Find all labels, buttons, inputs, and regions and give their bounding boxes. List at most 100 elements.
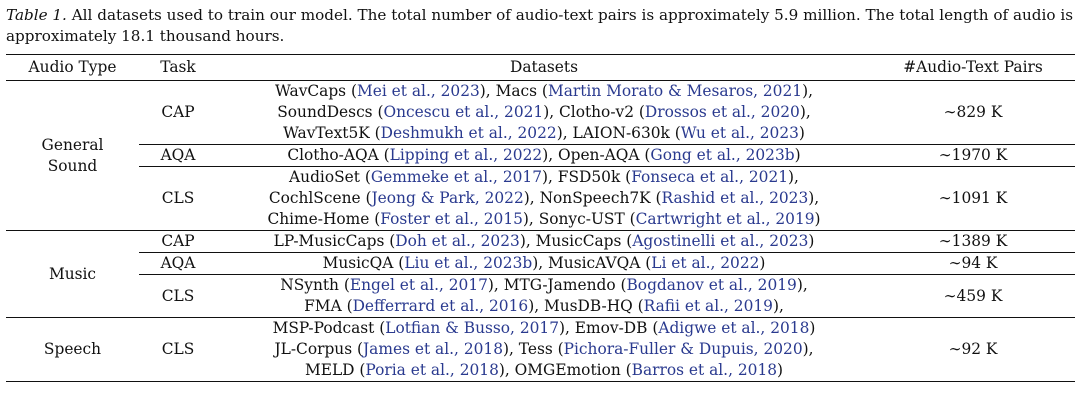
citation-link[interactable]: Martin Morato & Mesaros, 2021 <box>547 82 803 100</box>
dataset-text: ), MusDB-HQ ( <box>528 297 644 315</box>
dataset-line: SoundDescs (Oncescu et al., 2021), Cloth… <box>221 102 867 123</box>
dataset-text: ), OMGEmotion ( <box>498 361 632 379</box>
table-row: AQA MusicQA (Liu et al., 2023b), MusicAVQ… <box>6 252 1075 275</box>
dataset-text: ), MusicCaps ( <box>519 232 633 250</box>
pairs-cell: ∼459 K <box>871 274 1075 318</box>
dataset-text: SoundDescs ( <box>277 103 384 121</box>
datasets-cell: NSynth (Engel et al., 2017), MTG-Jamendo… <box>217 274 871 318</box>
citation-link[interactable]: Cartwright et al., 2019 <box>635 210 815 228</box>
dataset-text: JL-Corpus ( <box>274 340 364 358</box>
citation-link[interactable]: Jeong & Park, 2022 <box>371 189 524 207</box>
dataset-text: NSynth ( <box>280 276 350 294</box>
dataset-text: CochlScene ( <box>268 189 372 207</box>
datasets-cell: MSP-Podcast (Lotfian & Busso, 2017), Emo… <box>217 317 871 382</box>
dataset-line: NSynth (Engel et al., 2017), MTG-Jamendo… <box>221 275 867 296</box>
citation-link[interactable]: Lipping et al., 2022 <box>389 146 543 164</box>
citation-link[interactable]: Oncescu et al., 2021 <box>383 103 544 121</box>
datasets-cell: MusicQA (Liu et al., 2023b), MusicAVQA (… <box>217 252 871 275</box>
dataset-line: FMA (Defferrard et al., 2016), MusDB-HQ … <box>221 296 867 317</box>
datasets-cell: WavCaps (Mei et al., 2023), Macs (Martin… <box>217 81 871 145</box>
dataset-text: ), Emov-DB ( <box>559 319 659 337</box>
table-row: CLS NSynth (Engel et al., 2017), MTG-Jame… <box>6 274 1075 318</box>
dataset-line: LP-MusicCaps (Doh et al., 2023), MusicCa… <box>221 231 867 252</box>
dataset-text: MusicQA ( <box>322 254 405 272</box>
dataset-text: ), <box>799 103 811 121</box>
task-cell: CAP <box>161 103 195 121</box>
citation-link[interactable]: Defferrard et al., 2016 <box>352 297 529 315</box>
citation-link[interactable]: Poria et al., 2018 <box>365 361 499 379</box>
citation-link[interactable]: Wu et al., 2023 <box>680 124 799 142</box>
dataset-text: ), <box>796 276 808 294</box>
dataset-text: ), MusicAVQA ( <box>532 254 652 272</box>
table-caption: Table 1. All datasets used to train our … <box>6 5 1076 47</box>
dataset-text: WavText5K ( <box>283 124 381 142</box>
audio-type-cell: General Sound <box>41 135 104 175</box>
audio-type-cell: Music <box>48 264 97 283</box>
task-cell: CLS <box>139 274 217 318</box>
citation-link[interactable]: Fonseca et al., 2021 <box>631 168 789 186</box>
dataset-line: MELD (Poria et al., 2018), OMGEmotion (B… <box>221 360 867 381</box>
dataset-text: ) <box>798 124 805 142</box>
dataset-line: JL-Corpus (James et al., 2018), Tess (Pi… <box>221 339 867 360</box>
header-audio-type: Audio Type <box>28 58 117 76</box>
table-row: Music CAP LP-MusicCaps (Doh et al., 2023),… <box>6 230 1075 283</box>
task-cell: AQA <box>139 144 217 167</box>
dataset-text: Chime-Home ( <box>267 210 381 228</box>
citation-link[interactable]: Deshmukh et al., 2022 <box>380 124 557 142</box>
header-datasets: Datasets <box>510 58 578 76</box>
citation-link[interactable]: Rashid et al., 2023 <box>661 189 809 207</box>
dataset-line: Chime-Home (Foster et al., 2015), Sonyc-… <box>221 209 867 230</box>
dataset-text: ) <box>814 210 821 228</box>
citation-link[interactable]: Lotfian & Busso, 2017 <box>385 319 559 337</box>
citation-link[interactable]: Drossos et al., 2020 <box>644 103 800 121</box>
dataset-text: ) <box>777 361 784 379</box>
datasets-cell: AudioSet (Gemmeke et al., 2017), FSD50k … <box>217 166 871 231</box>
pairs-cell: ∼1389 K <box>938 232 1008 250</box>
dataset-text: ), <box>808 189 820 207</box>
citation-link[interactable]: Liu et al., 2023b <box>404 254 533 272</box>
dataset-text: WavCaps ( <box>275 82 357 100</box>
dataset-text: FMA ( <box>304 297 353 315</box>
datasets-table: Audio Type Task Datasets #Audio-Text Pai… <box>6 54 1075 382</box>
dataset-text: ), <box>772 297 784 315</box>
citation-link[interactable]: Bogdanov et al., 2019 <box>626 276 797 294</box>
dataset-text: MELD ( <box>304 361 366 379</box>
dataset-text: LP-MusicCaps ( <box>273 232 396 250</box>
citation-link[interactable]: Barros et al., 2018 <box>631 361 778 379</box>
dataset-text: ), MTG-Jamendo ( <box>487 276 627 294</box>
citation-link[interactable]: Engel et al., 2017 <box>349 276 488 294</box>
dataset-line: CochlScene (Jeong & Park, 2022), NonSpee… <box>221 188 867 209</box>
dataset-text: ), LAION-630k ( <box>556 124 681 142</box>
citation-link[interactable]: Gemmeke et al., 2017 <box>370 168 543 186</box>
task-cell: CLS <box>139 166 217 231</box>
table-body: General Sound CAP WavCaps (Mei et al., 202… <box>6 81 1075 382</box>
dataset-text: ) <box>759 254 766 272</box>
pairs-cell: ∼829 K <box>943 103 1003 121</box>
citation-link[interactable]: Li et al., 2022 <box>651 254 760 272</box>
citation-link[interactable]: Mei et al., 2023 <box>356 82 480 100</box>
datasets-cell: LP-MusicCaps (Doh et al., 2023), MusicCa… <box>217 231 871 253</box>
dataset-text: ), Clotho-v2 ( <box>543 103 645 121</box>
dataset-text: ), FSD50k ( <box>542 168 632 186</box>
citation-link[interactable]: Doh et al., 2023 <box>395 232 520 250</box>
citation-link[interactable]: Rafii et al., 2019 <box>643 297 773 315</box>
citation-link[interactable]: Agostinelli et al., 2023 <box>632 232 809 250</box>
citation-link[interactable]: Adigwe et al., 2018 <box>658 319 810 337</box>
dataset-text: ), Tess ( <box>502 340 564 358</box>
dataset-text: ), NonSpeech7K ( <box>523 189 662 207</box>
citation-link[interactable]: Pichora-Fuller & Dupuis, 2020 <box>563 340 803 358</box>
dataset-text: ) <box>794 146 801 164</box>
table-row: AQA Clotho-AQA (Lipping et al., 2022), Op… <box>6 144 1075 167</box>
dataset-text: ), <box>802 82 813 100</box>
citation-link[interactable]: Foster et al., 2015 <box>380 210 523 228</box>
dataset-line: MusicQA (Liu et al., 2023b), MusicAVQA (… <box>221 253 867 274</box>
task-cell: AQA <box>139 252 217 275</box>
dataset-text: ), Open-AQA ( <box>542 146 651 164</box>
header-task: Task <box>160 58 196 76</box>
dataset-text: ) <box>809 319 816 337</box>
citation-link[interactable]: Gong et al., 2023b <box>650 146 795 164</box>
citation-link[interactable]: James et al., 2018 <box>363 340 503 358</box>
task-cell: CLS <box>139 317 217 382</box>
caption-text: All datasets used to train our model. Th… <box>6 6 1074 45</box>
